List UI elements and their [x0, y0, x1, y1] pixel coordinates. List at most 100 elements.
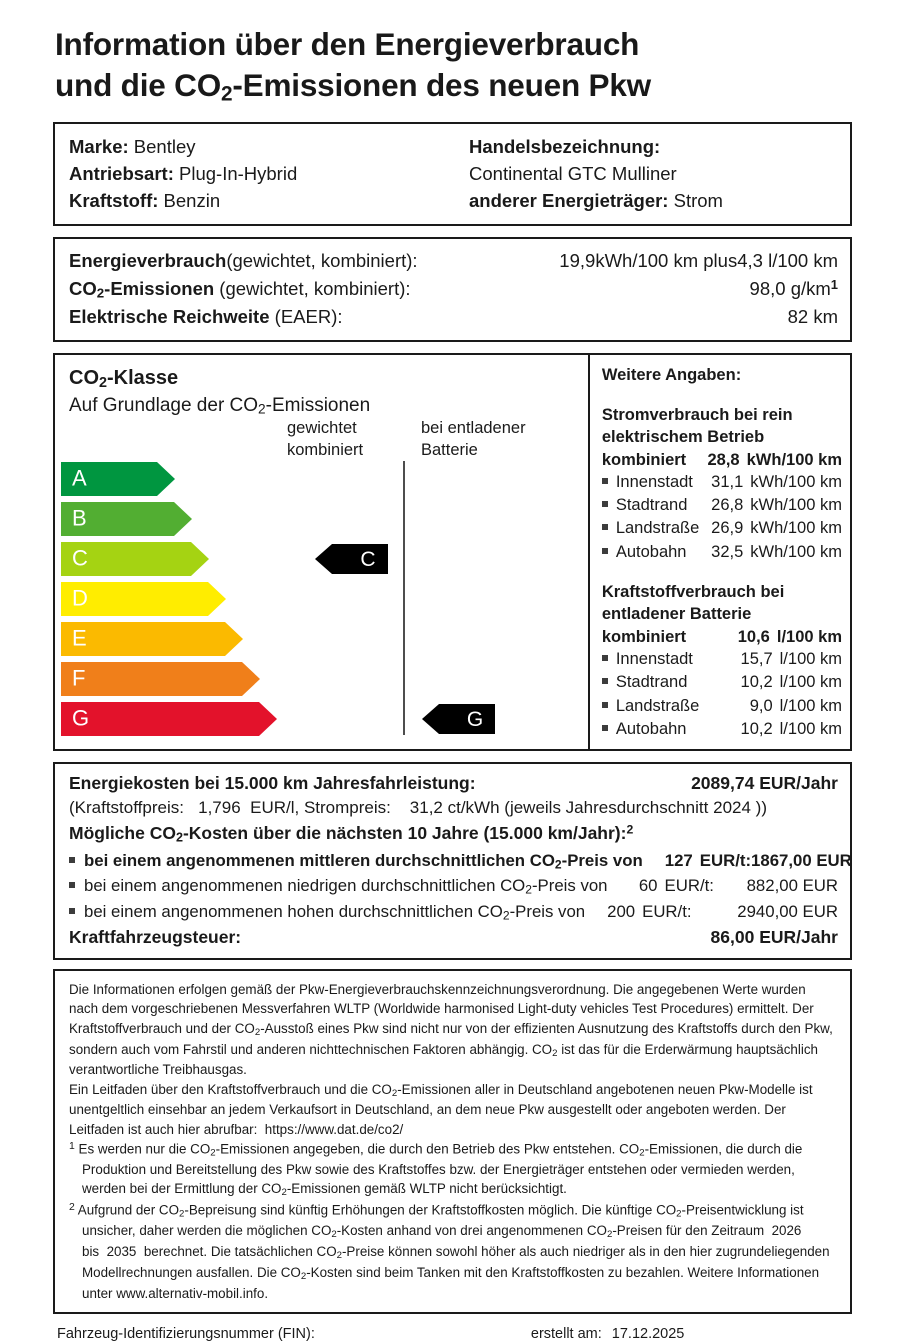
- energy-consumption-liters: 4,3: [737, 250, 763, 272]
- fuel-item: Stadtrand 10,2 l/100 km: [601, 671, 842, 694]
- electric-combined-row: kombiniert 28,8 kWh/100 km: [602, 449, 842, 472]
- energy-costs-label: Energiekosten bei 15.000 km Jahresfahrle…: [69, 772, 476, 793]
- co2-class-bar-c: C: [61, 542, 259, 577]
- electric-combined-unit: kWh/100 km: [746, 450, 842, 469]
- energy-consumption-label: Energieverbrauch(gewichtet, kombiniert):: [69, 247, 418, 275]
- co2-price-bullet: bei einem angenommenen hohen durchschnit…: [69, 899, 838, 925]
- bullet-text-pre: bei einem angenommenen mittleren durchsc…: [84, 850, 555, 870]
- legal-p1-a: Die Informationen erfolgen gemäß der Pkw…: [69, 982, 814, 1036]
- bullet-co2-subscript: 2: [554, 857, 562, 872]
- co2-class-box: CO2-Klasse Auf Grundlage der CO2-Emissio…: [53, 353, 852, 751]
- energy-costs-value: 2089,74 EUR/Jahr: [691, 771, 838, 797]
- legal-fn2-year1: 2026: [771, 1223, 802, 1239]
- co2-class-subtitle: Auf Grundlage der CO2-Emissionen: [69, 394, 588, 419]
- electric-item-value: 26,8: [711, 496, 744, 515]
- vin-label: Fahrzeug-Identifizierungsnummer (FIN):: [57, 1326, 315, 1343]
- co2-class-title-post: -Klasse: [107, 367, 179, 390]
- possible-co2-pre: Mögliche CO: [69, 823, 176, 844]
- co2-price-per-ton: 60: [638, 876, 658, 896]
- legal-footnote-2: 2 Aufgrund der CO2-Bepreisung sind künft…: [69, 1200, 838, 1303]
- co2-emissions-label-pre: CO: [69, 277, 97, 299]
- co2-class-bar-body: D: [61, 582, 226, 617]
- bullet-text-post: -Preis von: [531, 876, 608, 896]
- legal-footnote-2-marker: 2: [69, 1202, 75, 1214]
- electric-item: Landstraße 26,9 kWh/100 km: [601, 517, 842, 540]
- bullet-square-icon: [69, 908, 75, 915]
- legal-fn1-sub2: 2: [639, 1147, 645, 1159]
- legal-fn2-sub3: 2: [331, 1229, 337, 1241]
- vehicle-kraftstoff-row: Kraftstoff: Benzin: [69, 187, 469, 214]
- electric-item-value: 31,1: [711, 473, 744, 492]
- electric-range-label-text: Elektrische Reichweite: [69, 306, 270, 328]
- vehicle-marke-label: Marke:: [69, 135, 129, 157]
- vehicle-tax-label: Kraftfahrzeugsteuer:: [69, 926, 242, 947]
- co2-class-column-headers: gewichtet kombiniert bei entladener Batt…: [55, 418, 588, 464]
- co2-class-bar-body: G: [61, 702, 277, 737]
- electric-item-value-group: 31,1 kWh/100 km: [699, 471, 842, 494]
- legal-fn2-b: -Bepreisung sind künftig Erhöhungen der …: [184, 1202, 677, 1218]
- fuel-item-name: Autobahn: [615, 719, 687, 738]
- vehicle-info-box: Marke: Bentley Antriebsart: Plug-In-Hybr…: [53, 121, 852, 227]
- co2-emissions-footnote-marker: 1: [830, 277, 838, 293]
- co2-class-title-subscript: 2: [99, 375, 108, 392]
- legal-fn2-f: bis: [82, 1244, 100, 1260]
- fuel-item: Landstraße 9,0 l/100 km: [601, 695, 842, 718]
- electric-item-value: 32,5: [711, 542, 744, 561]
- legal-fn2-h: -Preise können sowohl höher als auch nie…: [82, 1244, 830, 1281]
- electric-item-value-group: 26,8 kWh/100 km: [699, 494, 842, 517]
- co2-price-bullet: bei einem angenommenen niedrigen durchsc…: [69, 873, 838, 899]
- page-title-line2-pre: und die CO: [55, 66, 221, 103]
- legal-fn2-sub5: 2: [336, 1250, 342, 1262]
- co2-class-bar-letter: C: [72, 545, 88, 571]
- created-on-label: erstellt am:: [530, 1326, 602, 1343]
- co2-class-bar-letter: E: [72, 625, 87, 651]
- fuel-item-unit: l/100 km: [779, 673, 842, 692]
- legal-fn2-e: -Preisen für den Zeitraum: [612, 1223, 765, 1239]
- co2-class-bar-arrow-tip: [157, 462, 175, 497]
- legal-fn1-sub1: 2: [210, 1147, 216, 1159]
- price-note-part3: ct/kWh (jeweils Jahresdurchschnitt: [447, 798, 709, 818]
- dat-guide-url[interactable]: https://www.dat.de/co2/: [264, 1121, 404, 1137]
- co2-emissions-unit: g/km: [790, 277, 831, 299]
- electric-combined-value-group: 28,8 kWh/100 km: [696, 449, 843, 472]
- electric-item-unit: kWh/100 km: [750, 496, 842, 515]
- co2-class-bar-body: F: [61, 662, 260, 697]
- legal-paragraph-2: Ein Leitfaden über den Kraftstoffverbrau…: [69, 1080, 838, 1139]
- co2-class-bar-letter: G: [72, 705, 90, 731]
- co2-class-title-pre: CO: [69, 367, 99, 390]
- legal-p2-sub: 2: [391, 1087, 398, 1099]
- electric-item: Autobahn 32,5 kWh/100 km: [601, 541, 842, 564]
- vehicle-handelsbezeichnung-label: Handelsbezeichnung:: [469, 135, 661, 157]
- fuel-item-value-group: 9,0 l/100 km: [729, 695, 842, 718]
- weitere-angaben-title: Weitere Angaben:: [601, 366, 742, 385]
- co2-class-bar-b: B: [61, 502, 259, 537]
- energy-consumption-kwh-unit: kWh/100 km: [595, 250, 699, 272]
- bullet-square-icon: [69, 856, 75, 863]
- energy-costs-unit: EUR/Jahr: [759, 772, 838, 793]
- electric-items-list: Innenstadt 31,1 kWh/100 km Stadtrand 26,8 kWh…: [601, 471, 842, 564]
- vehicle-energietraeger-value: Strom: [673, 189, 723, 211]
- price-basis-note: (Kraftstoffpreis: 1,796 EUR/l, Stromprei…: [69, 796, 838, 821]
- electric-consumption-head-line2: elektrischem Betrieb: [601, 427, 765, 446]
- fuel-item-unit: l/100 km: [779, 696, 842, 715]
- price-note-part1: (Kraftstoffpreis:: [69, 798, 184, 818]
- energy-consumption-value: 19,9kWh/100 km plus4,3 l/100 km: [559, 247, 838, 275]
- column-divider-line: [403, 461, 405, 736]
- vehicle-antriebsart-row: Antriebsart: Plug-In-Hybrid: [69, 160, 469, 187]
- legal-footnote-1-marker: 1: [69, 1141, 75, 1152]
- vehicle-antriebsart-value: Plug-In-Hybrid: [179, 162, 298, 184]
- legal-disclaimer-box: Die Informationen erfolgen gemäß der Pkw…: [53, 969, 852, 1315]
- co2-class-bar-d: D: [61, 582, 259, 617]
- co2-cost-amount: 882,00 EUR: [746, 876, 838, 896]
- co2-class-title: CO2-Klasse: [69, 365, 588, 393]
- legal-fn1-a: Es werden nur die CO: [74, 1141, 211, 1157]
- energy-consumption-qualifier: (gewichtet, kombiniert):: [226, 250, 418, 272]
- electric-range-label: Elektrische Reichweite (EAER):: [69, 303, 343, 331]
- co2-emissions-subscript: 2: [96, 285, 105, 301]
- electric-range-qualifier: (EAER):: [274, 306, 343, 328]
- electric-item-name: Autobahn: [615, 542, 687, 561]
- electric-consumption-block: Stromverbrauch bei rein elektrischem Bet…: [601, 405, 842, 564]
- legal-fn2-c: -Preisentwicklung ist unsicher, daher we…: [82, 1202, 804, 1239]
- vehicle-model-row: Continental GTC Mulliner: [469, 160, 836, 187]
- vehicle-marke-row: Marke: Bentley: [69, 133, 469, 160]
